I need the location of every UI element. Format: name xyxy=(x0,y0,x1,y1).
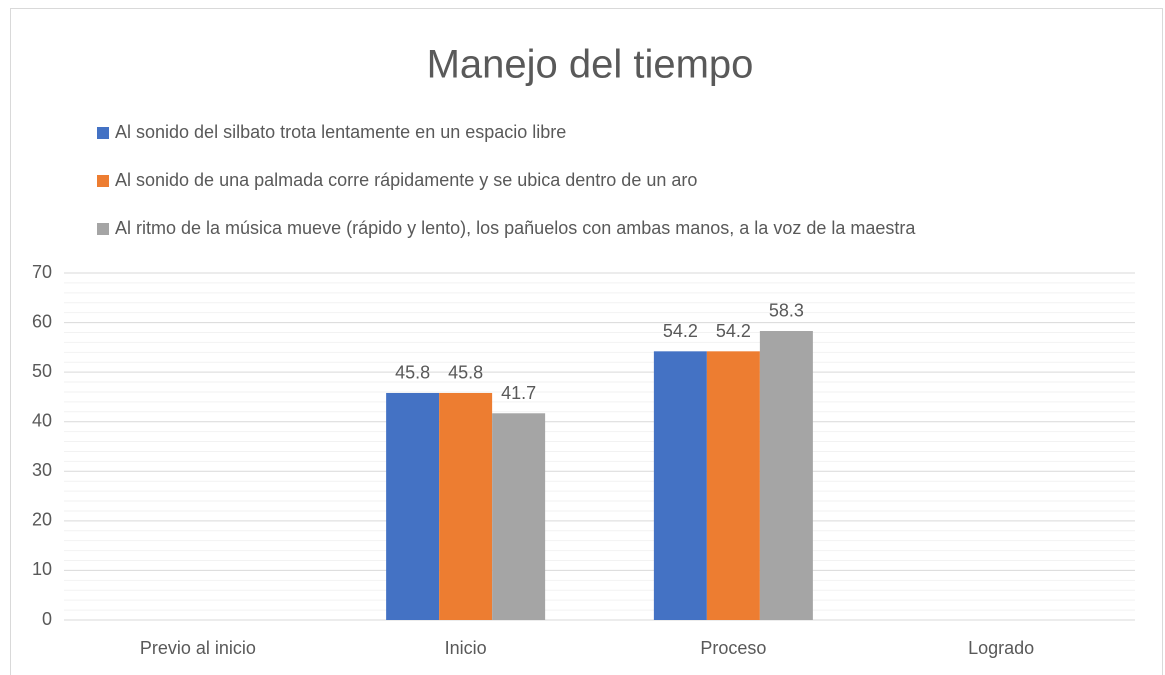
y-tick-label: 0 xyxy=(42,609,52,629)
legend-label: Al sonido del silbato trota lentamente e… xyxy=(115,122,566,142)
x-tick-label: Inicio xyxy=(445,638,487,658)
bar xyxy=(706,351,760,620)
y-tick-label: 20 xyxy=(32,510,52,530)
y-tick-label: 40 xyxy=(32,410,52,430)
bar xyxy=(653,351,707,620)
legend-label: Al sonido de una palmada corre rápidamen… xyxy=(115,170,697,190)
data-label: 45.8 xyxy=(395,363,430,383)
x-tick-label: Logrado xyxy=(968,638,1034,658)
legend-label: Al ritmo de la música mueve (rápido y le… xyxy=(115,218,916,238)
y-tick-label: 70 xyxy=(32,262,52,282)
legend-swatch xyxy=(97,127,109,139)
data-label: 41.7 xyxy=(501,383,536,403)
bar xyxy=(386,392,440,620)
y-tick-label: 50 xyxy=(32,361,52,381)
data-label: 45.8 xyxy=(448,363,483,383)
y-tick-label: 10 xyxy=(32,559,52,579)
y-tick-label: 30 xyxy=(32,460,52,480)
bar xyxy=(492,413,546,620)
data-label: 54.2 xyxy=(716,321,751,341)
x-tick-label: Proceso xyxy=(700,638,766,658)
x-tick-label: Previo al inicio xyxy=(140,638,256,658)
legend-swatch xyxy=(97,223,109,235)
chart-title: Manejo del tiempo xyxy=(427,43,754,87)
bar xyxy=(439,392,493,620)
data-label: 58.3 xyxy=(769,301,804,321)
bar xyxy=(759,330,813,620)
y-tick-label: 60 xyxy=(32,311,52,331)
data-label: 54.2 xyxy=(663,321,698,341)
legend-swatch xyxy=(97,175,109,187)
chart-frame xyxy=(10,8,1163,675)
